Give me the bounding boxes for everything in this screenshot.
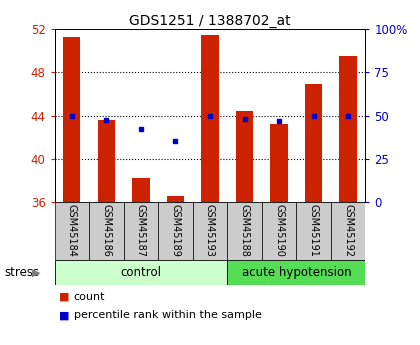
Text: GSM45187: GSM45187 xyxy=(136,204,146,257)
Bar xyxy=(193,202,227,260)
Bar xyxy=(167,196,184,202)
Bar xyxy=(297,202,331,260)
Bar xyxy=(227,260,365,285)
Bar xyxy=(201,35,219,202)
Bar xyxy=(63,37,81,202)
Title: GDS1251 / 1388702_at: GDS1251 / 1388702_at xyxy=(129,14,291,28)
Text: GSM45189: GSM45189 xyxy=(171,204,181,256)
Bar xyxy=(270,124,288,202)
Text: GSM45188: GSM45188 xyxy=(239,204,249,256)
Bar xyxy=(123,202,158,260)
Bar xyxy=(132,178,150,202)
Bar xyxy=(89,202,123,260)
Text: ■: ■ xyxy=(59,292,69,302)
Text: GSM45192: GSM45192 xyxy=(343,204,353,257)
Text: acute hypotension: acute hypotension xyxy=(241,266,351,279)
Text: GSM45190: GSM45190 xyxy=(274,204,284,256)
Text: stress: stress xyxy=(4,266,39,279)
Bar xyxy=(55,260,227,285)
Bar xyxy=(339,56,357,202)
Text: control: control xyxy=(121,266,161,279)
Bar xyxy=(227,202,262,260)
Text: percentile rank within the sample: percentile rank within the sample xyxy=(74,310,261,321)
Bar xyxy=(158,202,193,260)
Text: GSM45184: GSM45184 xyxy=(67,204,77,256)
Text: ■: ■ xyxy=(59,310,69,321)
Bar xyxy=(55,202,89,260)
Text: count: count xyxy=(74,292,105,302)
Bar xyxy=(236,111,253,202)
Bar xyxy=(305,84,322,202)
Text: GSM45186: GSM45186 xyxy=(101,204,111,256)
Text: ▶: ▶ xyxy=(32,268,40,277)
Text: GSM45191: GSM45191 xyxy=(309,204,319,256)
Bar xyxy=(331,202,365,260)
Bar xyxy=(98,120,115,202)
Text: GSM45193: GSM45193 xyxy=(205,204,215,256)
Bar xyxy=(262,202,297,260)
